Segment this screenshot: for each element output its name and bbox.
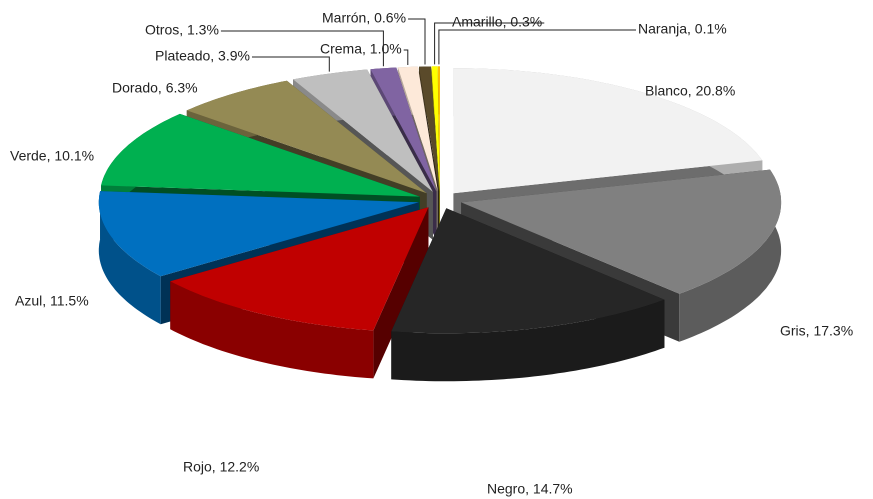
- slice: [391, 208, 665, 382]
- slice-top: [293, 69, 433, 192]
- slice-top: [391, 208, 665, 334]
- slice-top: [461, 169, 782, 294]
- data-label: Otros, 1.3%: [145, 22, 219, 38]
- data-label: Dorado, 6.3%: [112, 80, 198, 96]
- slice-wall: [98, 191, 161, 325]
- slice-wall: [679, 169, 782, 342]
- data-label: Crema, 1.0%: [320, 41, 402, 57]
- data-label: Amarillo, 0.3%: [452, 14, 542, 30]
- leader-line: [438, 29, 636, 65]
- slice-top: [98, 191, 419, 277]
- leader-line: [251, 56, 330, 72]
- slice: [170, 207, 429, 379]
- slice-top: [170, 207, 429, 331]
- slice-top: [431, 66, 440, 192]
- leader-line: [434, 22, 545, 65]
- data-label: Azul, 11.5%: [15, 293, 89, 309]
- leader-line: [220, 30, 384, 67]
- slice-wall: [391, 299, 665, 382]
- data-label: Marrón, 0.6%: [322, 10, 406, 26]
- leader-line: [403, 49, 409, 65]
- data-label: Naranja, 0.1%: [638, 21, 727, 37]
- slice-top: [419, 66, 439, 192]
- data-label: Rojo, 12.2%: [183, 459, 259, 475]
- data-label: Negro, 14.7%: [487, 481, 573, 497]
- data-label: Verde, 10.1%: [10, 148, 94, 164]
- slice-top: [453, 68, 763, 194]
- data-label: Gris, 17.3%: [780, 323, 853, 339]
- data-label: Plateado, 3.9%: [155, 48, 250, 64]
- slice-wall: [170, 281, 374, 379]
- data-label: Blanco, 20.8%: [645, 83, 735, 99]
- leader-line: [408, 18, 426, 65]
- slice-top: [397, 66, 438, 192]
- slice-top: [370, 67, 437, 192]
- slice-top: [101, 113, 420, 197]
- slice-top: [437, 66, 440, 192]
- slice-top: [186, 80, 427, 194]
